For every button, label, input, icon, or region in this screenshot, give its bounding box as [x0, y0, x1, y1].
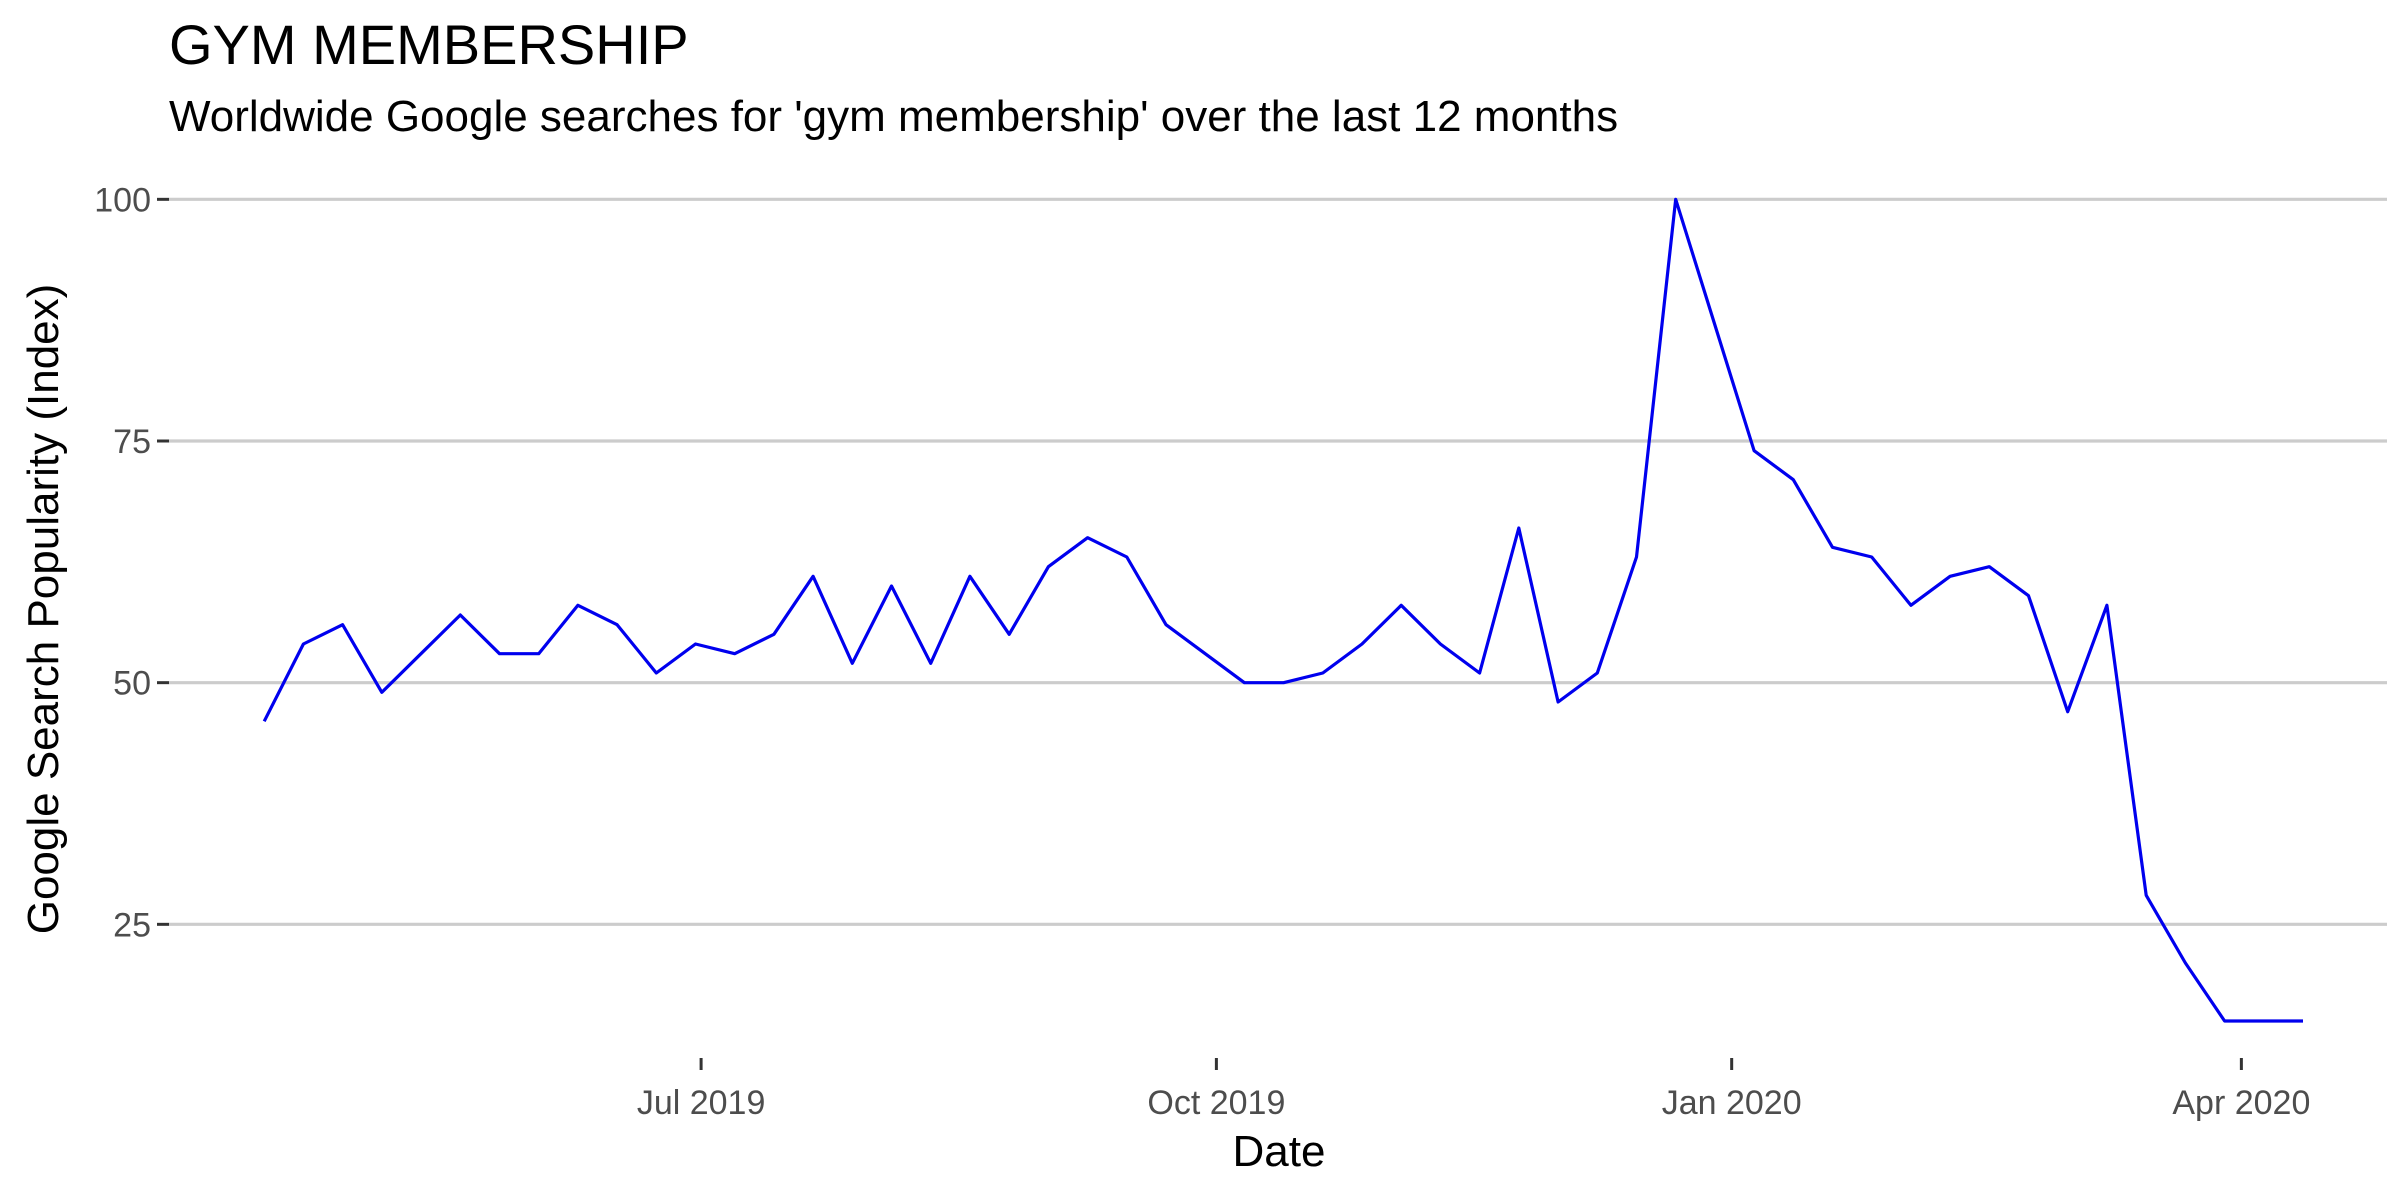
data-point — [1282, 681, 1286, 685]
data-point — [419, 652, 423, 656]
axis-ticks: 25 50 75 100 Jul 2019 Oct 2019 Jan 2020 Apr 202… — [94, 181, 2310, 1122]
data-point — [1438, 642, 1442, 646]
data-point — [733, 652, 737, 656]
data-point — [1360, 642, 1364, 646]
data-point — [929, 661, 933, 665]
data-point — [1007, 632, 1011, 636]
gridlines — [169, 197, 2387, 926]
data-point — [654, 671, 658, 675]
data-point — [811, 574, 815, 578]
data-point — [576, 603, 580, 607]
data-point — [1556, 700, 1560, 704]
data-point — [1870, 555, 1874, 559]
x-tick-label: Apr 2020 — [2172, 1084, 2310, 1122]
data-point — [1674, 197, 1678, 201]
data-point — [968, 574, 972, 578]
data-point — [1831, 545, 1835, 549]
data-point — [380, 690, 384, 694]
data-point — [2262, 1019, 2266, 1023]
y-tick-label: 50 — [113, 665, 151, 703]
data-point — [1046, 565, 1050, 569]
data-point — [1086, 536, 1090, 540]
y-tick-label: 25 — [113, 906, 151, 944]
data-point — [2027, 594, 2031, 598]
data-point — [1987, 565, 1991, 569]
data-point — [301, 642, 305, 646]
data-point — [1791, 478, 1795, 482]
data-point — [2105, 603, 2109, 607]
data-point — [615, 623, 619, 627]
data-point — [1203, 652, 1207, 656]
data-point — [262, 719, 266, 723]
series-line-gym-membership — [262, 197, 2303, 1023]
x-axis-title: Date — [1233, 1127, 1326, 1176]
data-point — [2183, 961, 2187, 965]
data-point — [772, 632, 776, 636]
data-point — [1634, 555, 1638, 559]
data-point — [1948, 574, 1952, 578]
data-point — [2066, 710, 2070, 714]
data-point — [458, 613, 462, 617]
data-point — [1713, 323, 1717, 327]
series-layer — [262, 197, 2305, 1023]
x-tick-label: Jan 2020 — [1662, 1084, 1802, 1122]
data-point — [537, 652, 541, 656]
y-axis-title: Google Search Popularity (Index) — [19, 284, 68, 935]
x-tick-label: Jul 2019 — [637, 1084, 766, 1122]
data-point — [1909, 603, 1913, 607]
data-point — [2301, 1019, 2305, 1023]
y-tick-label: 100 — [94, 181, 151, 219]
data-point — [1321, 671, 1325, 675]
y-tick-label: 75 — [113, 423, 151, 461]
data-point — [1242, 681, 1246, 685]
data-point — [1478, 671, 1482, 675]
data-point — [2144, 893, 2148, 897]
data-point — [497, 652, 501, 656]
data-point — [2223, 1019, 2227, 1023]
chart-subtitle: Worldwide Google searches for 'gym membe… — [169, 92, 1619, 141]
data-point — [1399, 603, 1403, 607]
data-point — [1125, 555, 1129, 559]
data-point — [693, 642, 697, 646]
data-point — [850, 661, 854, 665]
chart-title: GYM MEMBERSHIP — [169, 13, 689, 76]
data-point — [890, 584, 894, 588]
data-point — [1752, 449, 1756, 453]
data-point — [1595, 671, 1599, 675]
x-tick-label: Oct 2019 — [1147, 1084, 1285, 1122]
data-point — [1517, 526, 1521, 530]
data-point — [1164, 623, 1168, 627]
data-point — [341, 623, 345, 627]
